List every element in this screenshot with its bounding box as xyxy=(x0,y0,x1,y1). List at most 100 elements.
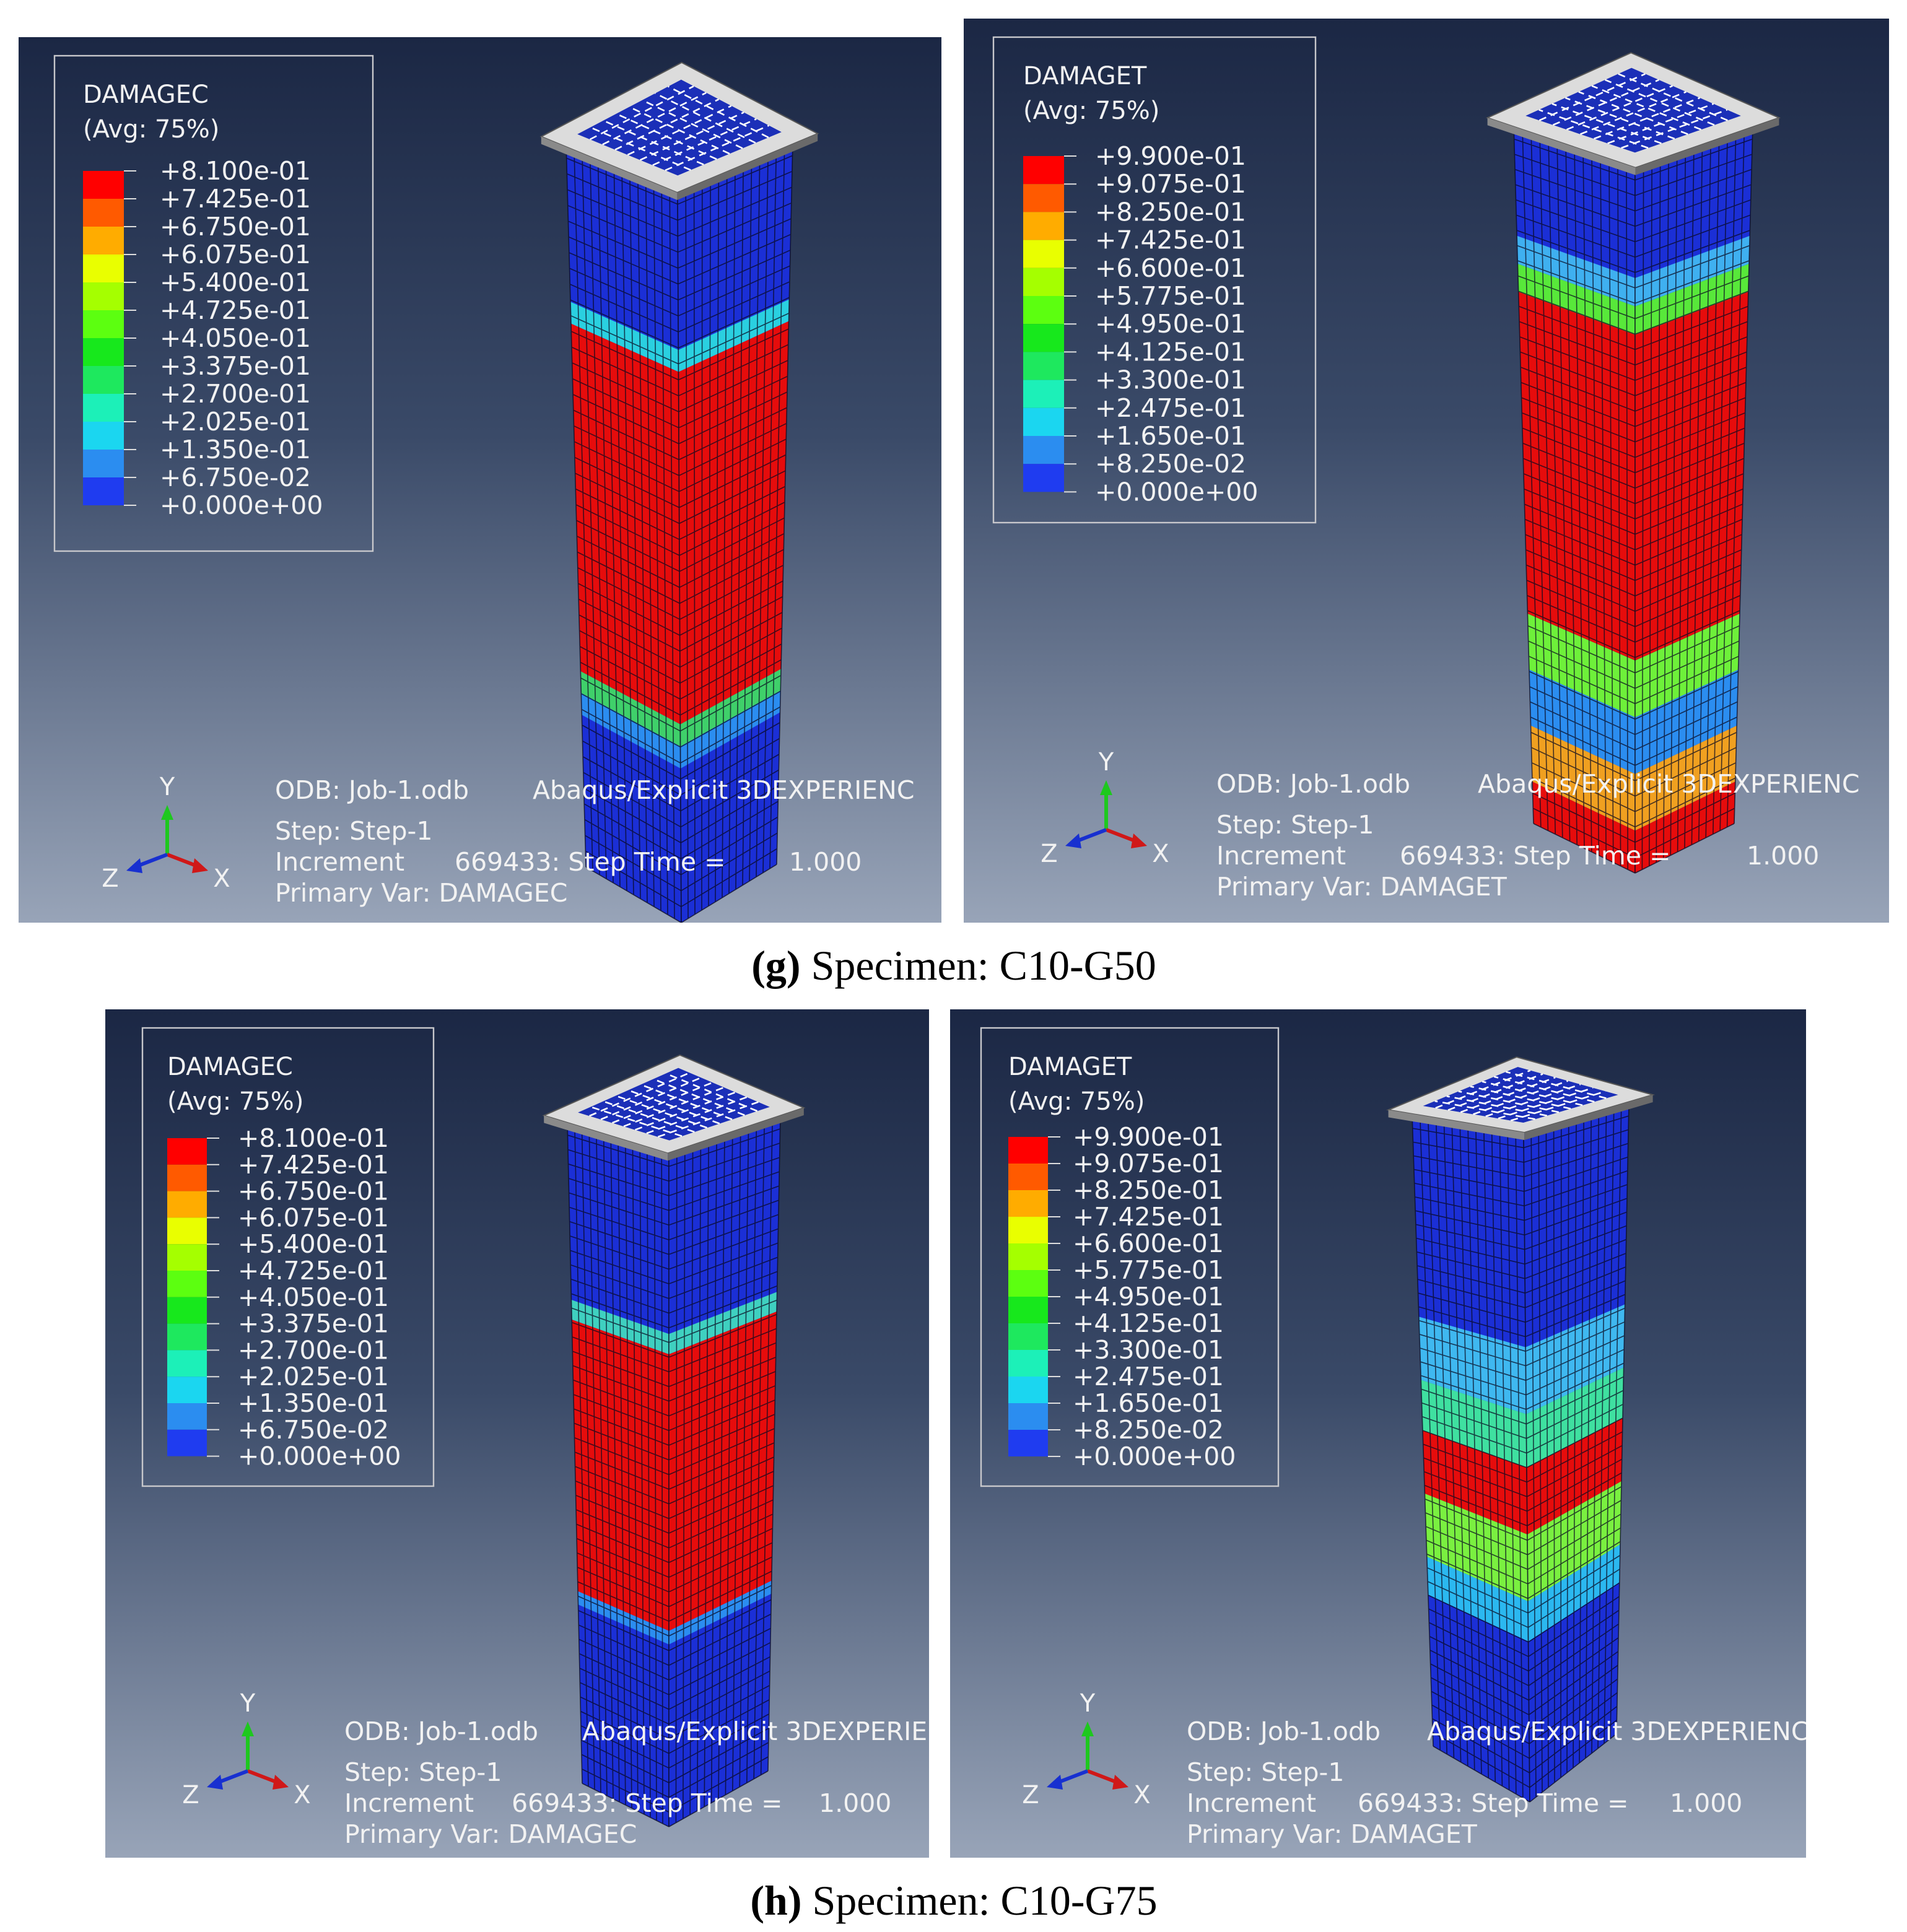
legend-swatch xyxy=(167,1244,207,1271)
axis-x-label: X xyxy=(213,864,230,893)
legend-swatch xyxy=(167,1191,207,1218)
legend-label: +2.475e-01 xyxy=(1073,1362,1224,1391)
mesh xyxy=(668,1114,781,1827)
legend-label: +7.425e-01 xyxy=(238,1150,389,1180)
legend-label: +8.100e-01 xyxy=(160,156,311,186)
legend-title: DAMAGET xyxy=(1008,1053,1132,1081)
axis-z-label: Z xyxy=(102,864,118,893)
legend-swatch xyxy=(83,199,124,227)
legend-label: +2.475e-01 xyxy=(1095,393,1246,423)
legend-swatch xyxy=(83,366,124,394)
legend-box xyxy=(980,1027,1280,1487)
legend-swatch xyxy=(83,310,124,338)
legend-label: +1.650e-01 xyxy=(1073,1388,1224,1418)
step-time: 1.000 xyxy=(819,1788,891,1818)
mesh xyxy=(677,139,793,923)
cap-side xyxy=(544,1115,668,1161)
legend-swatch xyxy=(83,450,124,477)
increment: Increment xyxy=(1187,1788,1316,1818)
legend-swatch xyxy=(1008,1430,1048,1456)
legend-label: +2.700e-01 xyxy=(160,379,311,409)
axis-z-head xyxy=(207,1775,223,1790)
software: Abaqus/Explicit 3DEXPERIE xyxy=(582,1717,927,1746)
cap-side xyxy=(1635,118,1779,175)
legend-swatch xyxy=(1008,1297,1048,1323)
legend-swatch xyxy=(83,477,124,505)
legend-swatch xyxy=(83,171,124,199)
legend-label: +6.750e-01 xyxy=(238,1177,389,1206)
legend-swatch xyxy=(1023,464,1064,492)
increment: Increment xyxy=(1216,841,1346,871)
legend-label: +5.775e-01 xyxy=(1073,1255,1224,1285)
axis-x-label: X xyxy=(294,1781,310,1809)
axis-x-label: X xyxy=(1152,840,1169,868)
legend-label: +1.650e-01 xyxy=(1095,421,1246,451)
legend-label: +5.400e-01 xyxy=(160,268,311,297)
primary-var: Primary Var: DAMAGEC xyxy=(275,878,567,908)
legend-label: +8.250e-01 xyxy=(1073,1175,1224,1205)
step: Step: Step-1 xyxy=(1216,810,1374,840)
step: Step: Step-1 xyxy=(275,816,432,846)
legend-label: +7.425e-01 xyxy=(160,184,311,214)
primary-var: Primary Var: DAMAGEC xyxy=(344,1819,637,1849)
legend-swatch xyxy=(1008,1377,1048,1403)
legend-swatch xyxy=(1008,1217,1048,1243)
cap-grid xyxy=(589,85,769,172)
cap-side xyxy=(1524,1095,1653,1140)
legend-swatch xyxy=(83,282,124,310)
legend-label: +7.425e-01 xyxy=(1095,225,1246,255)
legend-swatch xyxy=(167,1297,207,1324)
viewport-screenshot: DAMAGET(Avg: 75%)+9.900e-01+9.075e-01+8.… xyxy=(950,1009,1806,1858)
legend-label: +9.075e-01 xyxy=(1073,1149,1224,1178)
increment-value: 669433: Step Time = xyxy=(1358,1788,1628,1818)
cap-side xyxy=(677,133,818,200)
caption: (g) Specimen: C10-G50 xyxy=(751,942,1156,989)
odb-file: ODB: Job-1.odb xyxy=(1216,769,1410,799)
caption: (h) Specimen: C10-G75 xyxy=(750,1877,1157,1924)
legend-swatch xyxy=(1008,1270,1048,1297)
mesh xyxy=(1634,123,1753,874)
cap-core xyxy=(577,79,782,176)
legend-swatch xyxy=(1008,1137,1048,1164)
legend-label: +5.775e-01 xyxy=(1095,281,1246,311)
increment-value: 669433: Step Time = xyxy=(1400,841,1670,871)
legend-label: +0.000e+00 xyxy=(1095,477,1258,507)
primary-var: Primary Var: DAMAGET xyxy=(1216,872,1508,902)
software: Abaqus/Explicit 3DEXPERIENC xyxy=(533,775,914,805)
legend-label: +4.950e-01 xyxy=(1095,309,1246,339)
legend-swatch xyxy=(83,338,124,366)
legend-label: +6.750e-02 xyxy=(160,463,311,492)
legend-swatch xyxy=(1023,240,1064,268)
mesh xyxy=(567,1120,670,1827)
caption-tag: (g) xyxy=(751,942,800,989)
legend-label: +4.125e-01 xyxy=(1095,337,1246,367)
legend-swatch xyxy=(167,1271,207,1297)
step-time: 1.000 xyxy=(789,847,862,877)
axis-z-label: Z xyxy=(1022,1781,1039,1809)
legend-swatch xyxy=(167,1429,207,1456)
axis-x-head xyxy=(1112,1775,1128,1790)
legend-label: +4.725e-01 xyxy=(160,295,311,325)
legend-label: +4.725e-01 xyxy=(238,1256,389,1286)
legend-label: +3.300e-01 xyxy=(1073,1335,1224,1365)
legend-label: +1.350e-01 xyxy=(160,435,311,464)
cap-side xyxy=(1388,1110,1525,1140)
legend-swatch xyxy=(1023,184,1064,212)
legend-label: +6.600e-01 xyxy=(1095,253,1246,283)
axis-z-label: Z xyxy=(1041,840,1057,868)
cap-side xyxy=(541,136,678,200)
increment-value: 669433: Step Time = xyxy=(512,1788,782,1818)
axis-z-head xyxy=(1047,1775,1063,1790)
legend-label: +4.125e-01 xyxy=(1073,1308,1224,1338)
step-time: 1.000 xyxy=(1747,841,1819,871)
legend-swatch xyxy=(83,394,124,422)
caption-label: Specimen: C10-G75 xyxy=(812,1877,1157,1924)
legend-swatch xyxy=(1023,268,1064,296)
legend-label: +0.000e+00 xyxy=(160,490,323,520)
cap-side xyxy=(668,1108,804,1161)
legend-label: +6.075e-01 xyxy=(238,1203,389,1232)
legend-swatch xyxy=(167,1350,207,1377)
axis-y-head xyxy=(1100,780,1112,795)
legend-label: +0.000e+00 xyxy=(238,1442,401,1471)
